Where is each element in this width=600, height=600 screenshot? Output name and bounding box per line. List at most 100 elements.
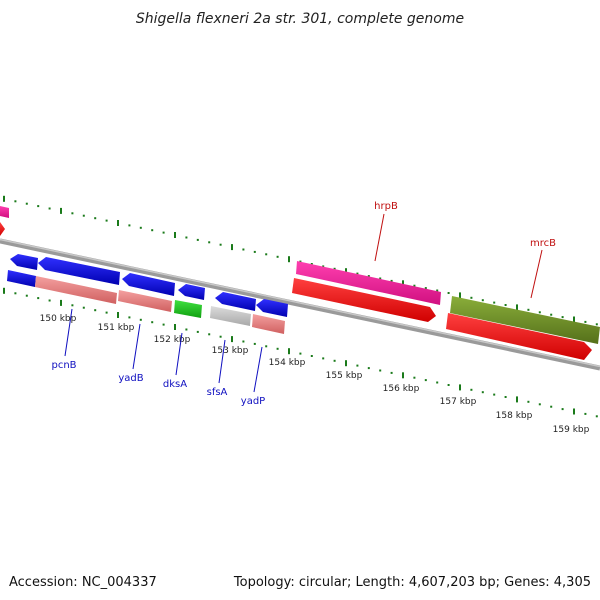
scale-label-155: 155 kbp — [326, 371, 363, 381]
inner-tick — [573, 408, 575, 415]
cds-partial-red[interactable] — [0, 222, 5, 236]
outer-tick — [185, 236, 188, 239]
outer-tick — [322, 265, 325, 268]
inner-tick — [242, 340, 245, 343]
inner-tick — [345, 360, 347, 367]
scale-label-150: 150 kbp — [40, 314, 77, 324]
outer-tick — [276, 255, 279, 258]
outer-tick — [379, 277, 382, 280]
outer-tick — [231, 244, 233, 251]
outer-tick — [595, 323, 598, 326]
inner-tick — [527, 400, 530, 403]
outer-tick — [128, 224, 131, 227]
outer-tick — [196, 238, 199, 241]
inner-tick — [310, 355, 313, 357]
inner-tick — [561, 408, 564, 411]
inner-tick — [3, 287, 5, 294]
inner-tick — [139, 318, 142, 321]
forward-strand-genes — [0, 206, 600, 360]
gene-hrpB[interactable] — [296, 261, 441, 305]
outer-tick — [25, 202, 28, 205]
outer-tick — [14, 200, 17, 203]
gene-label-pcnB[interactable]: pcnB — [51, 360, 76, 371]
outer-tick — [402, 280, 404, 287]
inner-tick — [196, 330, 199, 333]
inner-tick-row — [3, 287, 598, 418]
cds-dksA[interactable] — [178, 284, 205, 300]
outer-tick — [459, 292, 461, 299]
gene-label-yadB[interactable]: yadB — [118, 373, 143, 384]
accession-label: Accession: NC_004337 — [9, 575, 157, 590]
scale-label-157: 157 kbp — [440, 397, 477, 407]
inner-tick — [470, 388, 473, 391]
inner-tick — [516, 396, 518, 403]
inner-tick — [493, 393, 496, 396]
outer-tick — [333, 267, 336, 270]
outer-tick — [94, 217, 97, 220]
inner-tick — [82, 306, 85, 309]
inner-tick — [37, 297, 40, 300]
inner-tick — [447, 384, 450, 386]
inner-tick — [459, 384, 461, 391]
cds-pcnB[interactable] — [38, 257, 120, 285]
inner-tick — [105, 311, 108, 314]
inner-tick — [276, 347, 279, 350]
cds-hrpB[interactable] — [292, 278, 436, 322]
inner-tick — [128, 316, 131, 319]
outer-tick — [413, 284, 416, 287]
scale-label-156: 156 kbp — [383, 384, 420, 394]
inner-tick — [208, 333, 211, 336]
gene-left-1[interactable] — [7, 270, 36, 287]
outer-tick — [37, 205, 40, 208]
label-leaders — [64, 213, 543, 393]
inner-tick — [402, 372, 404, 379]
inner-tick — [231, 336, 233, 343]
outer-tick — [48, 207, 51, 210]
outer-tick — [174, 232, 176, 238]
gene-mrcB[interactable] — [450, 296, 600, 344]
map-title: Shigella flexneri 2a str. 301, complete … — [136, 11, 464, 27]
gene-label-yadP[interactable]: yadP — [241, 396, 265, 407]
gene-label-dksA[interactable]: dksA — [163, 379, 187, 390]
inner-tick — [367, 367, 370, 370]
gene-pcnB[interactable] — [35, 276, 117, 304]
topology-label: Topology: circular; Length: 4,607,203 bp… — [233, 575, 591, 590]
cds-yadP[interactable] — [256, 299, 288, 317]
inner-tick — [413, 376, 416, 379]
inner-tick — [481, 391, 484, 394]
cds-sfsA[interactable] — [215, 292, 256, 311]
outer-tick — [470, 296, 473, 299]
outer-tick — [253, 250, 256, 253]
inner-tick — [117, 312, 119, 318]
inner-tick — [390, 371, 393, 374]
inner-tick — [219, 335, 222, 338]
cds-mrcB[interactable] — [446, 313, 592, 360]
scale-label-153: 153 kbp — [212, 346, 249, 356]
outer-tick — [493, 301, 496, 304]
gene-dksA[interactable] — [174, 300, 202, 318]
gene-label-hrpB[interactable]: hrpB — [374, 201, 398, 212]
outer-tick — [288, 256, 290, 263]
outer-tick — [60, 207, 62, 214]
cds-yadB[interactable] — [122, 273, 175, 296]
cds-left-1[interactable] — [10, 254, 38, 270]
inner-tick — [94, 309, 97, 312]
outer-tick — [356, 272, 359, 275]
gene-partial-pink[interactable] — [0, 206, 9, 218]
inner-tick — [253, 342, 256, 345]
inner-tick — [14, 292, 17, 295]
gene-label-mrcB[interactable]: mrcB — [530, 238, 556, 249]
inner-tick — [538, 403, 541, 406]
outer-tick — [436, 289, 439, 292]
outer-tick — [538, 311, 541, 314]
gene-sfsA[interactable] — [210, 306, 251, 326]
outer-tick — [504, 304, 507, 306]
gene-yadP[interactable] — [252, 314, 285, 334]
outer-tick — [3, 195, 5, 202]
outer-tick — [82, 214, 85, 217]
outer-tick — [162, 231, 165, 234]
outer-tick — [242, 248, 245, 251]
gene-label-sfsA[interactable]: sfsA — [207, 387, 228, 398]
gene-yadB[interactable] — [118, 290, 172, 312]
